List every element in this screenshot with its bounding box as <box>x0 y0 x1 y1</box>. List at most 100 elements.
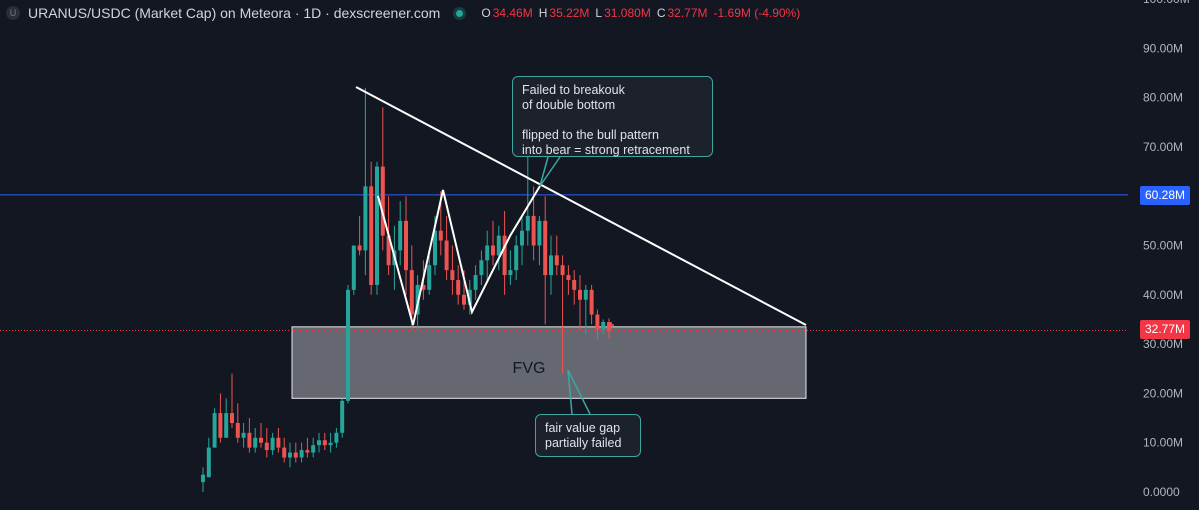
candles <box>201 87 611 492</box>
candle-body <box>340 400 345 433</box>
y-tick-label: 20.00M <box>1143 386 1183 400</box>
y-tick-label: 0.0000 <box>1143 485 1180 499</box>
candle-body <box>572 280 577 290</box>
callout-connector-bottom <box>567 369 591 415</box>
ohlc-close-key: C <box>656 6 666 20</box>
candle-body <box>578 289 582 300</box>
double-bottom-pattern <box>377 185 541 326</box>
candle-body <box>305 450 310 453</box>
candle-body <box>241 432 246 438</box>
candle-body <box>543 220 548 276</box>
ohlc-readout: O 34.46M H 35.22M L 31.080M C 32.77M -1.69M … <box>481 6 804 20</box>
y-tick-label: 30.00M <box>1143 337 1183 351</box>
y-tick-label: 70.00M <box>1143 140 1183 154</box>
candle-body <box>409 270 414 315</box>
candle-body <box>601 321 606 330</box>
chart-header: U URANUS/USDC (Market Cap) on Meteora · … <box>6 3 804 23</box>
fvg-label: FVG <box>513 360 546 377</box>
ohlc-open-key: O <box>481 6 491 20</box>
candle-body <box>293 452 298 458</box>
candle-body <box>375 166 379 285</box>
candle-body <box>247 432 252 448</box>
candle-body <box>462 294 466 305</box>
candle-body <box>224 413 229 438</box>
candle-body <box>560 265 565 276</box>
candle-body <box>270 437 275 451</box>
candle-body <box>282 447 287 458</box>
candle-body <box>549 255 553 276</box>
candle-body <box>398 220 403 251</box>
candle-body <box>380 166 385 236</box>
candle-body <box>357 245 362 251</box>
candle-body <box>537 220 542 246</box>
candle-body <box>525 215 530 231</box>
candle-body <box>386 235 391 266</box>
y-tick-label: 100.00M <box>1143 0 1190 6</box>
candle-body <box>566 275 571 281</box>
y-tick-label: 90.00M <box>1143 41 1183 55</box>
callout-breakout-note[interactable]: Failed to breakouk of double bottom flip… <box>512 76 713 157</box>
ohlc-open-value: 34.46M <box>492 6 533 20</box>
market-status-icon <box>456 9 464 17</box>
candle-body <box>317 440 321 446</box>
candle-body <box>607 322 611 331</box>
candle-body <box>230 413 234 423</box>
candle-body <box>346 289 350 401</box>
candle-body <box>404 220 408 271</box>
ohlc-high-value: 35.22M <box>549 6 590 20</box>
callout-fvg-note[interactable]: fair value gap partially failed <box>535 414 641 457</box>
candle-body <box>351 245 356 290</box>
y-tick-label: 50.00M <box>1143 239 1183 253</box>
candle-body <box>427 265 432 290</box>
candle-body <box>253 437 258 448</box>
candle-body <box>491 245 495 256</box>
candle-body <box>485 245 490 261</box>
candle-body <box>264 442 269 451</box>
last-price-badge: 32.77M <box>1139 320 1190 339</box>
candle-body <box>514 245 519 271</box>
candle-body <box>467 289 472 305</box>
candle-body <box>583 289 588 300</box>
y-tick-label: 80.00M <box>1143 91 1183 105</box>
candle-body <box>288 452 292 458</box>
candle-body <box>531 215 536 246</box>
candle-body <box>276 437 281 448</box>
candle-body <box>206 447 211 478</box>
candle-body <box>479 260 484 276</box>
candle-body <box>334 432 339 443</box>
y-tick-label: 10.00M <box>1143 436 1183 450</box>
candle-body <box>456 280 461 295</box>
hline-price-badge[interactable]: 60.28M <box>1139 186 1190 205</box>
candle-body <box>201 474 205 483</box>
candle-body <box>259 437 263 443</box>
y-axis: 0.000010.00M20.00M30.00M40.00M50.00M60.0… <box>1143 0 1190 499</box>
candle-body <box>554 255 559 266</box>
candle-body <box>520 230 524 246</box>
candle-body <box>369 186 374 285</box>
last-candle-marker <box>608 322 614 328</box>
ohlc-close-value: 32.77M <box>667 6 708 20</box>
candle-body <box>502 235 507 276</box>
candle-body <box>311 445 316 453</box>
candle-body <box>322 440 327 446</box>
candle-body <box>473 275 478 290</box>
candle-body <box>508 270 513 276</box>
ohlc-low-value: 31.080M <box>604 6 651 20</box>
ohlc-high-key: H <box>538 6 548 20</box>
candle-body <box>496 235 501 256</box>
callout-connector-top <box>539 156 561 187</box>
ohlc-low-key: L <box>595 6 603 20</box>
fvg-zone <box>291 326 807 399</box>
candle-body <box>450 270 455 281</box>
candle-body <box>218 413 223 438</box>
candle-body <box>589 289 594 315</box>
descending-trendline <box>355 86 807 326</box>
symbol-title[interactable]: URANUS/USDC (Market Cap) on Meteora · 1D… <box>28 5 441 21</box>
candle-body <box>299 450 304 458</box>
candle-body <box>212 413 217 448</box>
ohlc-change-value: -1.69M (-4.90%) <box>713 6 801 20</box>
candle-body <box>328 442 333 446</box>
candle-body <box>444 240 449 271</box>
token-logo-icon: U <box>6 6 20 20</box>
